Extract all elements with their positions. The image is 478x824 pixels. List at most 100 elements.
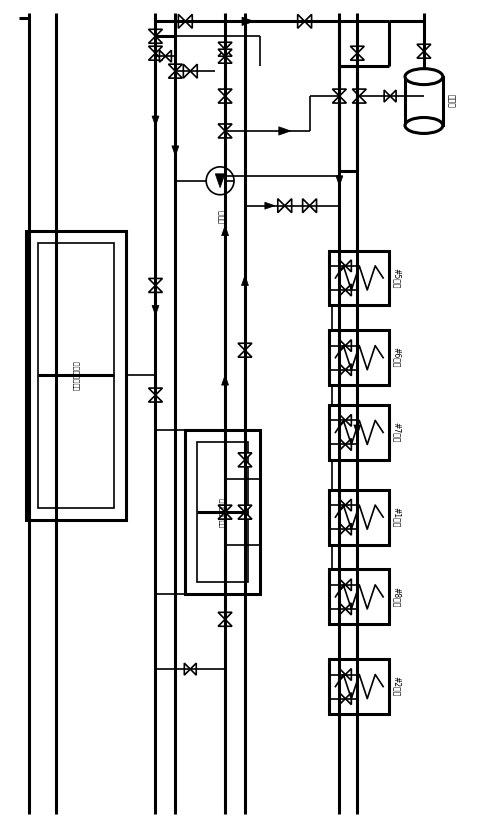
Polygon shape: [346, 363, 351, 376]
Text: #5低加: #5低加: [392, 268, 401, 288]
Polygon shape: [336, 176, 343, 185]
Polygon shape: [352, 89, 366, 96]
Polygon shape: [265, 202, 275, 209]
Text: 除氧器: 除氧器: [446, 94, 455, 108]
Polygon shape: [238, 350, 252, 357]
Polygon shape: [346, 523, 351, 535]
Polygon shape: [303, 199, 310, 213]
Polygon shape: [149, 54, 163, 60]
Polygon shape: [185, 14, 192, 28]
Polygon shape: [354, 425, 361, 435]
Text: 增压泵: 增压泵: [217, 208, 227, 222]
Polygon shape: [333, 89, 347, 96]
Polygon shape: [149, 388, 163, 395]
Circle shape: [206, 166, 234, 194]
Polygon shape: [238, 453, 252, 460]
Polygon shape: [417, 44, 431, 51]
Polygon shape: [346, 438, 351, 451]
Ellipse shape: [405, 118, 443, 133]
Polygon shape: [184, 64, 190, 78]
Polygon shape: [149, 285, 163, 293]
Ellipse shape: [405, 68, 443, 85]
Polygon shape: [238, 460, 252, 467]
Polygon shape: [346, 603, 351, 615]
Polygon shape: [218, 131, 232, 138]
Bar: [329, 569, 389, 625]
Bar: [329, 250, 389, 306]
Polygon shape: [222, 375, 228, 385]
Polygon shape: [168, 64, 182, 71]
Polygon shape: [346, 578, 351, 591]
Polygon shape: [339, 523, 346, 535]
Polygon shape: [218, 42, 232, 49]
Polygon shape: [298, 14, 304, 28]
Polygon shape: [190, 64, 197, 78]
Polygon shape: [218, 89, 232, 96]
Text: #1低加: #1低加: [392, 507, 401, 527]
Polygon shape: [238, 513, 252, 519]
Polygon shape: [285, 199, 292, 213]
Polygon shape: [339, 284, 346, 296]
Polygon shape: [172, 146, 179, 156]
Polygon shape: [352, 96, 366, 103]
Polygon shape: [238, 344, 252, 350]
Polygon shape: [218, 620, 232, 626]
Polygon shape: [346, 260, 351, 272]
Text: #6低加: #6低加: [392, 348, 401, 368]
Polygon shape: [350, 46, 364, 54]
Polygon shape: [339, 438, 346, 451]
Polygon shape: [149, 36, 163, 43]
Polygon shape: [390, 90, 396, 102]
Text: 脱硫低压省煤器: 脱硫低压省煤器: [219, 498, 226, 527]
Bar: [38, 242, 114, 508]
Polygon shape: [339, 603, 346, 615]
Polygon shape: [333, 96, 347, 103]
Polygon shape: [384, 90, 390, 102]
Polygon shape: [218, 505, 232, 513]
Polygon shape: [165, 50, 172, 62]
Polygon shape: [168, 71, 182, 78]
Polygon shape: [346, 693, 351, 705]
Polygon shape: [160, 50, 165, 62]
Text: 锅炉低压省煤器: 锅炉低压省煤器: [73, 360, 79, 390]
Polygon shape: [241, 275, 249, 285]
Bar: [197, 442, 248, 583]
Polygon shape: [218, 49, 232, 56]
Polygon shape: [215, 174, 225, 188]
Polygon shape: [218, 49, 232, 56]
Bar: [185, 430, 260, 594]
Polygon shape: [242, 17, 254, 26]
Bar: [329, 659, 389, 714]
Polygon shape: [278, 199, 285, 213]
Polygon shape: [149, 46, 163, 54]
Polygon shape: [339, 414, 346, 426]
Polygon shape: [238, 505, 252, 513]
Polygon shape: [339, 499, 346, 511]
Polygon shape: [346, 414, 351, 426]
Polygon shape: [218, 96, 232, 103]
Bar: [26, 231, 126, 520]
Polygon shape: [178, 14, 185, 28]
Polygon shape: [279, 127, 291, 135]
Text: #8低加: #8低加: [392, 587, 401, 607]
Polygon shape: [149, 279, 163, 285]
Polygon shape: [339, 363, 346, 376]
Polygon shape: [218, 56, 232, 63]
Bar: [329, 489, 389, 545]
Polygon shape: [346, 339, 351, 352]
Polygon shape: [218, 612, 232, 620]
Polygon shape: [222, 226, 228, 236]
Polygon shape: [346, 284, 351, 296]
Polygon shape: [218, 124, 232, 131]
Bar: [329, 330, 389, 385]
Bar: [329, 405, 389, 460]
Polygon shape: [149, 395, 163, 402]
Polygon shape: [152, 306, 159, 316]
Polygon shape: [339, 339, 346, 352]
Polygon shape: [218, 513, 232, 519]
Text: #7低加: #7低加: [392, 422, 401, 442]
Polygon shape: [304, 14, 312, 28]
Polygon shape: [339, 693, 346, 705]
Polygon shape: [346, 668, 351, 681]
Bar: [405, 77, 443, 125]
